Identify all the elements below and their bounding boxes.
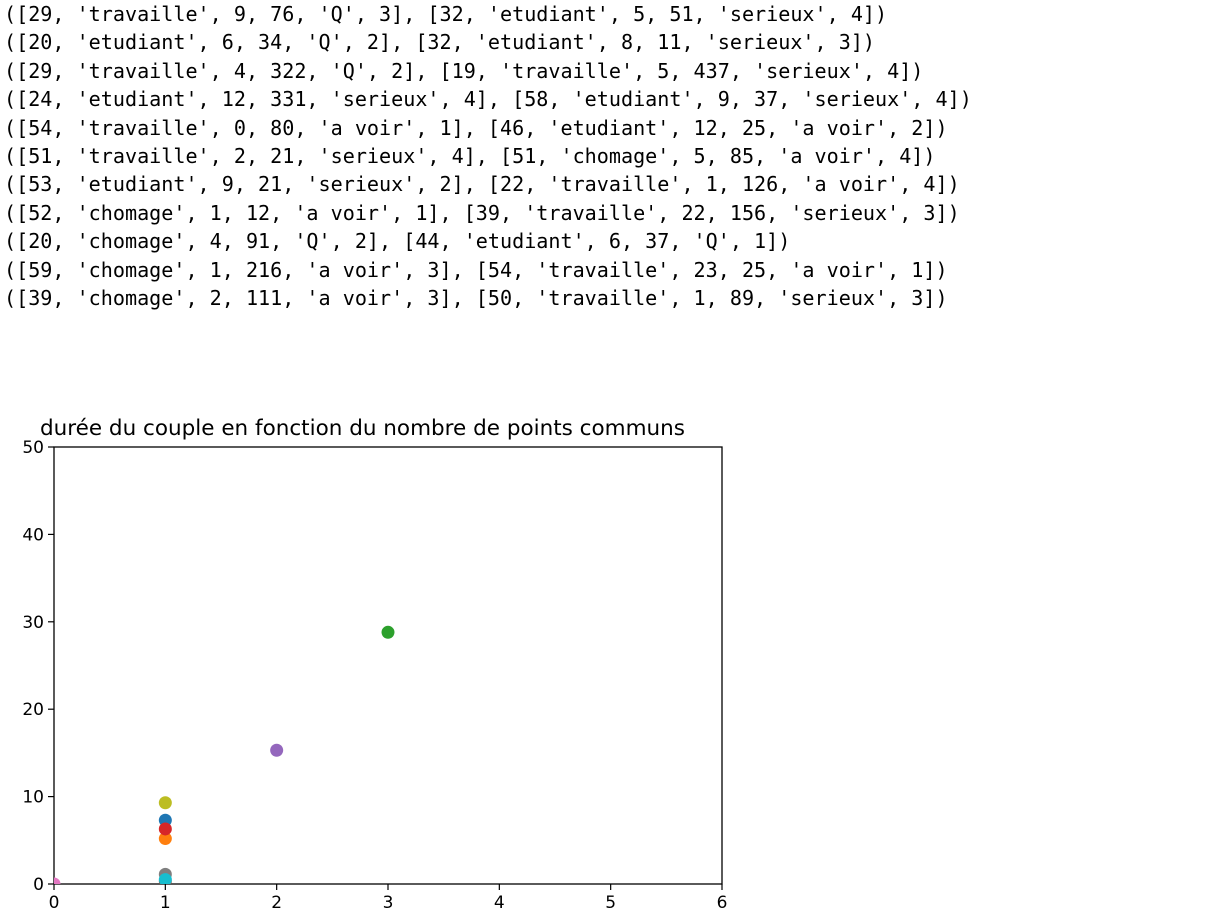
x-tick-label: 3 (383, 893, 394, 913)
x-tick-label: 6 (717, 893, 728, 913)
scatter-point (158, 832, 172, 846)
y-tick-label: 40 (22, 525, 44, 545)
output-line: ([29, 'travaille', 9, 76, 'Q', 3], [32, … (4, 2, 888, 26)
output-line: ([39, 'chomage', 2, 111, 'a voir', 3], [… (4, 285, 948, 310)
y-tick-label: 30 (22, 613, 44, 633)
output-line: ([54, 'travaille', 0, 80, 'a voir', 1], … (4, 115, 948, 140)
y-tick-label: 20 (22, 700, 44, 720)
scatter-point (158, 796, 172, 810)
output-line: ([53, 'etudiant', 9, 21, 'serieux', 2], … (4, 172, 960, 197)
x-tick-label: 1 (160, 893, 171, 913)
x-tick-label: 2 (271, 893, 282, 913)
y-tick-label: 0 (33, 875, 44, 895)
output-line: ([20, 'chomage', 4, 91, 'Q', 2], [44, 'e… (4, 229, 791, 254)
y-tick-label: 10 (22, 788, 44, 808)
y-tick-label: 50 (22, 438, 44, 458)
output-line: ([24, 'etudiant', 12, 331, 'serieux', 4]… (4, 87, 972, 112)
plot-area: 0 1 2 3 4 5 6 0 10 20 30 40 50 (22, 438, 727, 913)
scatter-point (158, 822, 172, 836)
plot-frame (53, 446, 723, 885)
x-tick-label: 0 (49, 893, 60, 913)
points-layer (54, 625, 395, 884)
scatter-point (381, 625, 395, 639)
output-line: ([20, 'etudiant', 6, 34, 'Q', 2], [32, '… (4, 30, 876, 55)
output-line: ([29, 'travaille', 4, 322, 'Q', 2], [19,… (4, 58, 924, 83)
output-line: ([52, 'chomage', 1, 12, 'a voir', 1], [3… (4, 200, 960, 225)
output-line: ([51, 'travaille', 2, 21, 'serieux', 4],… (4, 143, 936, 168)
scatter-point (54, 877, 61, 884)
chart-title: durée du couple en fonction du nombre de… (40, 416, 685, 441)
x-tick-label: 5 (605, 893, 616, 913)
scatter-point (270, 743, 284, 757)
cell-output: ([29, 'travaille', 9, 76, 'Q', 3], [32, … (4, 0, 972, 312)
x-tick-label: 4 (494, 893, 505, 913)
scatter-point (158, 873, 172, 884)
output-line: ([59, 'chomage', 1, 216, 'a voir', 3], [… (4, 257, 948, 282)
